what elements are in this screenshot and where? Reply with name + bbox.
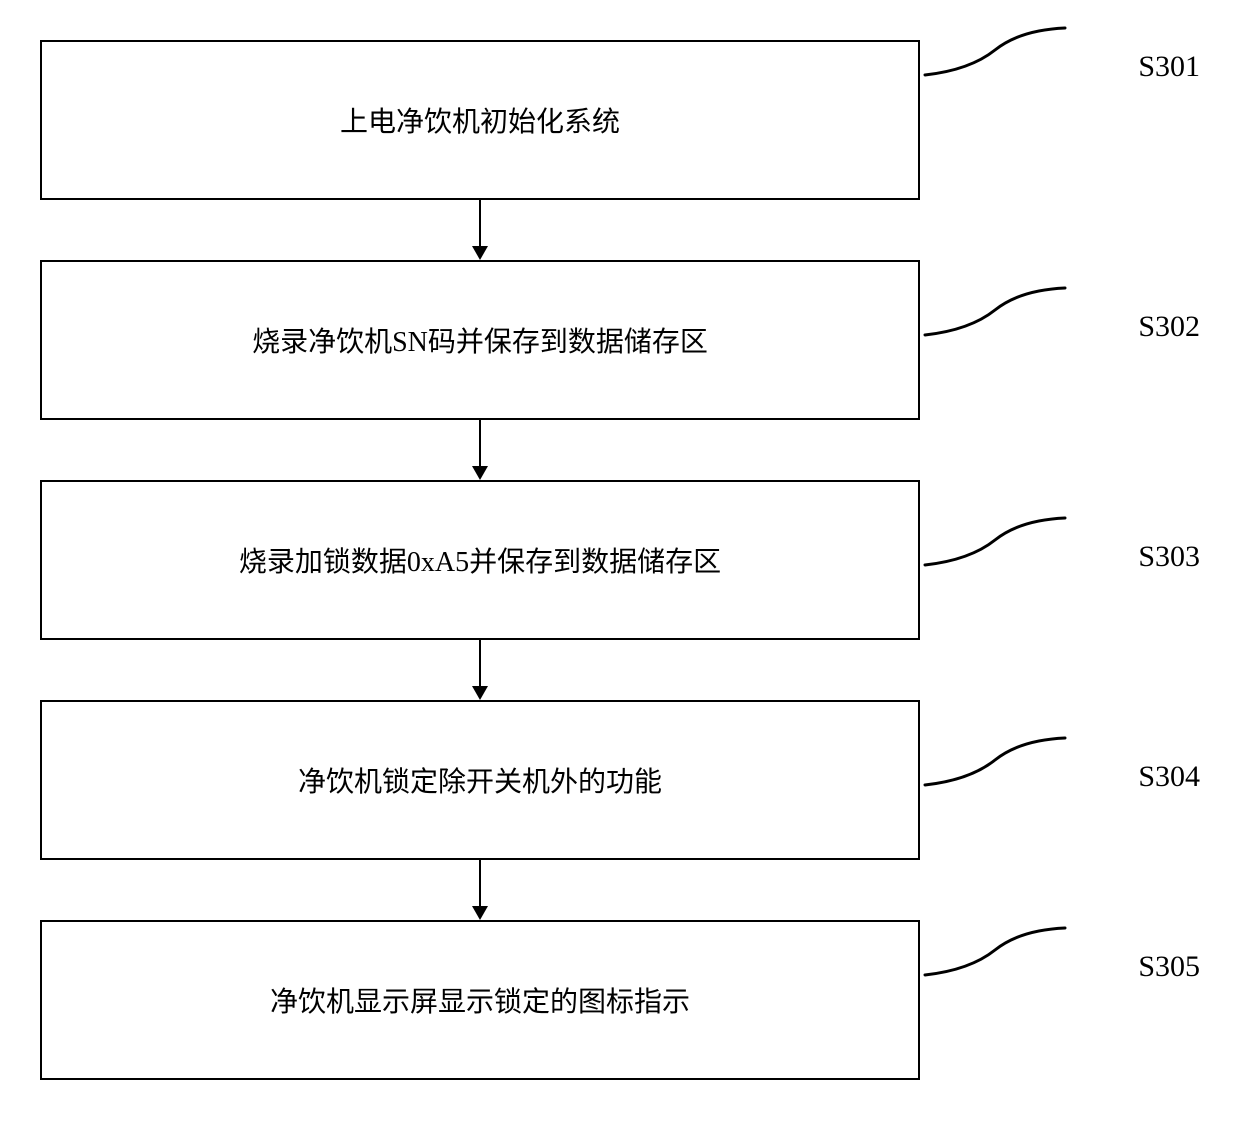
- step-label-container: S304: [920, 700, 1220, 860]
- curve-connector: [920, 20, 1070, 80]
- step-label-S304: S304: [1138, 760, 1200, 794]
- curve-connector: [920, 730, 1070, 790]
- step-label-S301: S301: [1138, 50, 1200, 84]
- flow-arrow: [40, 640, 920, 700]
- step-row-S302: 烧录净饮机SN码并保存到数据储存区 S302: [20, 260, 1220, 420]
- step-label-container: S303: [920, 480, 1220, 640]
- step-row-S301: 上电净饮机初始化系统 S301: [20, 40, 1220, 200]
- step-label-S305: S305: [1138, 950, 1200, 984]
- curve-connector: [920, 510, 1070, 570]
- step-label-S303: S303: [1138, 540, 1200, 574]
- step-box-S302: 烧录净饮机SN码并保存到数据储存区: [40, 260, 920, 420]
- curve-connector: [920, 920, 1070, 980]
- step-label-container: S302: [920, 260, 1220, 420]
- step-box-S304: 净饮机锁定除开关机外的功能: [40, 700, 920, 860]
- step-label-S302: S302: [1138, 310, 1200, 344]
- step-box-S303: 烧录加锁数据0xA5并保存到数据储存区: [40, 480, 920, 640]
- step-row-S303: 烧录加锁数据0xA5并保存到数据储存区 S303: [20, 480, 1220, 640]
- step-label-container: S305: [920, 920, 1220, 1080]
- flow-arrow: [40, 200, 920, 260]
- step-row-S305: 净饮机显示屏显示锁定的图标指示 S305: [20, 920, 1220, 1080]
- flow-arrow: [40, 860, 920, 920]
- flow-arrow: [40, 420, 920, 480]
- flowchart-container: 上电净饮机初始化系统 S301 烧录净饮机SN码并保存到数据储存区 S302 烧录加锁数…: [20, 40, 1220, 1080]
- step-box-S301: 上电净饮机初始化系统: [40, 40, 920, 200]
- step-box-S305: 净饮机显示屏显示锁定的图标指示: [40, 920, 920, 1080]
- step-label-container: S301: [920, 40, 1220, 200]
- curve-connector: [920, 280, 1070, 340]
- step-row-S304: 净饮机锁定除开关机外的功能 S304: [20, 700, 1220, 860]
